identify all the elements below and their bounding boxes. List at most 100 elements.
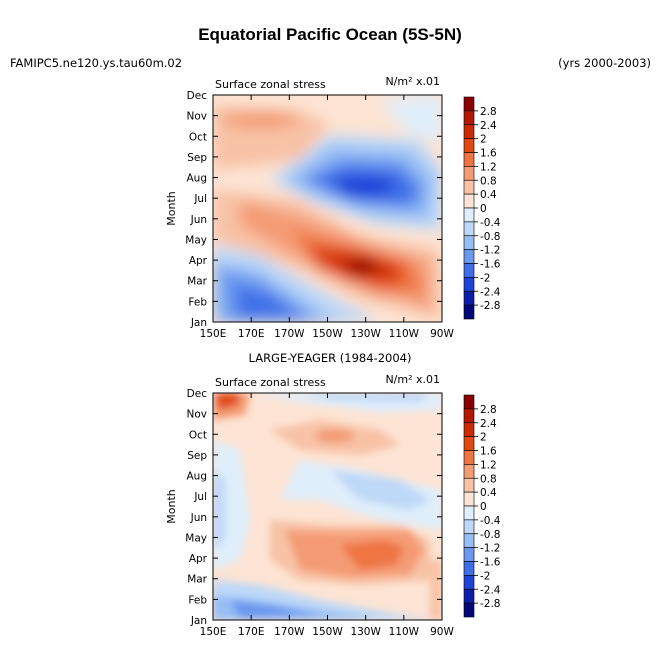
bottom-ytick-label: Apr — [189, 553, 208, 565]
bottom-colorbar-label: 2 — [480, 432, 487, 444]
bottom-xtick-label: 110W — [389, 626, 420, 638]
bottom-panel-title: LARGE-YEAGER (1984-2004) — [249, 351, 412, 365]
bottom-colorbar-label: 0.4 — [480, 487, 497, 499]
top-xtick-label: 150E — [200, 328, 227, 340]
bottom-ytick-label: Dec — [187, 388, 208, 400]
top-colorbar-box — [463, 263, 475, 278]
bottom-panel-units: N/m² x.01 — [385, 373, 440, 386]
top-ylabel: Month — [165, 191, 178, 226]
bottom-colorbar: 2.8 2.4 2 1.61.2 0.8 0.4 0 -0.4 -0.8 -1.2 -1.6-2 -2… — [463, 394, 501, 618]
bottom-colorbar-box — [463, 588, 475, 604]
top-ytick-label: Dec — [187, 90, 208, 102]
top-colorbar-label: 2.8 — [480, 106, 497, 118]
bottom-ytick-label: Sep — [187, 450, 207, 462]
bottom-colorbar-label: 1.2 — [480, 459, 497, 471]
bottom-ytick-label: Jul — [193, 491, 207, 503]
top-ytick-label: Jul — [193, 193, 207, 205]
top-heatmap — [213, 95, 442, 322]
bottom-colorbar-box — [463, 422, 475, 437]
bottom-ytick-label: May — [185, 532, 207, 544]
top-colorbar-label: -2 — [480, 272, 490, 284]
top-ytick-label: Feb — [188, 296, 207, 308]
top-colorbar-label: 1.6 — [480, 148, 497, 160]
bottom-panel-left-string: Surface zonal stress — [215, 376, 326, 389]
bottom-colorbar-box — [463, 561, 475, 576]
top-colorbar-box — [463, 152, 475, 167]
top-colorbar-box — [463, 304, 475, 320]
top-ytick-label: May — [185, 234, 207, 246]
top-colorbar-label: -1.2 — [480, 245, 501, 257]
bottom-colorbar-box — [463, 436, 475, 451]
top-ytick-label: Apr — [189, 255, 208, 267]
top-colorbar-label: 1.2 — [480, 161, 497, 173]
bottom-colorbar-box — [463, 408, 475, 424]
top-colorbar-label: -0.4 — [480, 217, 501, 229]
bottom-axes: 150E 170E 170W 150W 130W 110W 90W Jan Feb Mar Apr M… — [165, 388, 454, 638]
top-colorbar-label: 2 — [480, 134, 487, 146]
bottom-colorbar-label: 2.8 — [480, 404, 497, 416]
bottom-xtick-label: 170W — [274, 626, 305, 638]
bottom-colorbar-box — [463, 519, 475, 535]
bottom-ytick-label: Jan — [190, 615, 207, 627]
bottom-ytick-label: Nov — [187, 409, 208, 421]
top-colorbar-box — [463, 110, 475, 126]
bottom-ytick-label: Jun — [190, 512, 207, 524]
bottom-colorbar-label: 0.8 — [480, 473, 497, 485]
top-ytick-label: Jan — [190, 317, 207, 329]
top-colorbar-box — [463, 96, 475, 112]
bottom-xtick-label: 170E — [238, 626, 265, 638]
top-colorbar-label: -2.4 — [480, 286, 501, 298]
bottom-xtick-label: 130W — [350, 626, 381, 638]
top-colorbar-label: 0.8 — [480, 175, 497, 187]
top-panel: Surface zonal stress N/m² x.01 — [165, 75, 454, 340]
bottom-colorbar-label: -2 — [480, 570, 490, 582]
top-colorbar-box — [463, 193, 475, 209]
top-colorbar-box — [463, 207, 475, 223]
top-xtick-label: 170E — [238, 328, 265, 340]
top-colorbar-label: 2.4 — [480, 120, 497, 132]
top-panel-left-string: Surface zonal stress — [215, 78, 326, 91]
top-colorbar: 2.8 2.4 2 1.61.2 0.8 0.4 0 -0.4 -0.8 -1.2 -1.6-2 -2… — [463, 96, 501, 320]
bottom-colorbar-box — [463, 477, 475, 493]
top-colorbar-box — [463, 277, 475, 292]
top-colorbar-label: -0.8 — [480, 231, 501, 243]
top-colorbar-label: -2.8 — [480, 300, 501, 312]
top-colorbar-label: 0.4 — [480, 189, 497, 201]
top-axes: 150E 170E 170W 150W 130W 110W 90W Jan Feb Mar Apr M… — [165, 90, 454, 340]
top-colorbar-box — [463, 290, 475, 306]
bottom-colorbar-box — [463, 533, 475, 548]
bottom-colorbar-box — [463, 505, 475, 521]
left-header: FAMIPC5.ne120.ys.tau60m.02 — [10, 56, 182, 70]
bottom-colorbar-box — [463, 602, 475, 618]
bottom-heatmap — [213, 393, 442, 620]
top-ytick-label: Sep — [187, 152, 207, 164]
top-xtick-label: 170W — [274, 328, 305, 340]
bottom-ylabel: Month — [165, 489, 178, 524]
bottom-xtick-label: 150W — [312, 626, 343, 638]
top-ytick-label: Mar — [187, 276, 207, 288]
bottom-colorbar-box — [463, 491, 475, 507]
top-colorbar-box — [463, 138, 475, 153]
top-colorbar-box — [463, 124, 475, 139]
bottom-colorbar-box — [463, 547, 475, 562]
bottom-colorbar-label: -1.2 — [480, 543, 501, 555]
bottom-ytick-label: Aug — [186, 471, 207, 483]
bottom-ytick-label: Oct — [189, 429, 207, 441]
top-ytick-label: Jun — [190, 214, 207, 226]
right-header: (yrs 2000-2003) — [558, 56, 651, 70]
top-xtick-label: 130W — [350, 328, 381, 340]
bottom-colorbar-box — [463, 394, 475, 410]
top-colorbar-label: -1.6 — [480, 259, 501, 271]
bottom-colorbar-label: -2.8 — [480, 598, 501, 610]
bottom-colorbar-box — [463, 575, 475, 590]
top-ytick-label: Oct — [189, 131, 207, 143]
bottom-colorbar-label: -1.6 — [480, 557, 501, 569]
top-colorbar-box — [463, 249, 475, 264]
bottom-ytick-label: Mar — [187, 574, 207, 586]
bottom-colorbar-label: 0 — [480, 501, 487, 513]
top-colorbar-box — [463, 235, 475, 250]
bottom-colorbar-box — [463, 450, 475, 465]
top-colorbar-label: 0 — [480, 203, 487, 215]
figure-title: Equatorial Pacific Ocean (5S-5N) — [198, 25, 462, 44]
